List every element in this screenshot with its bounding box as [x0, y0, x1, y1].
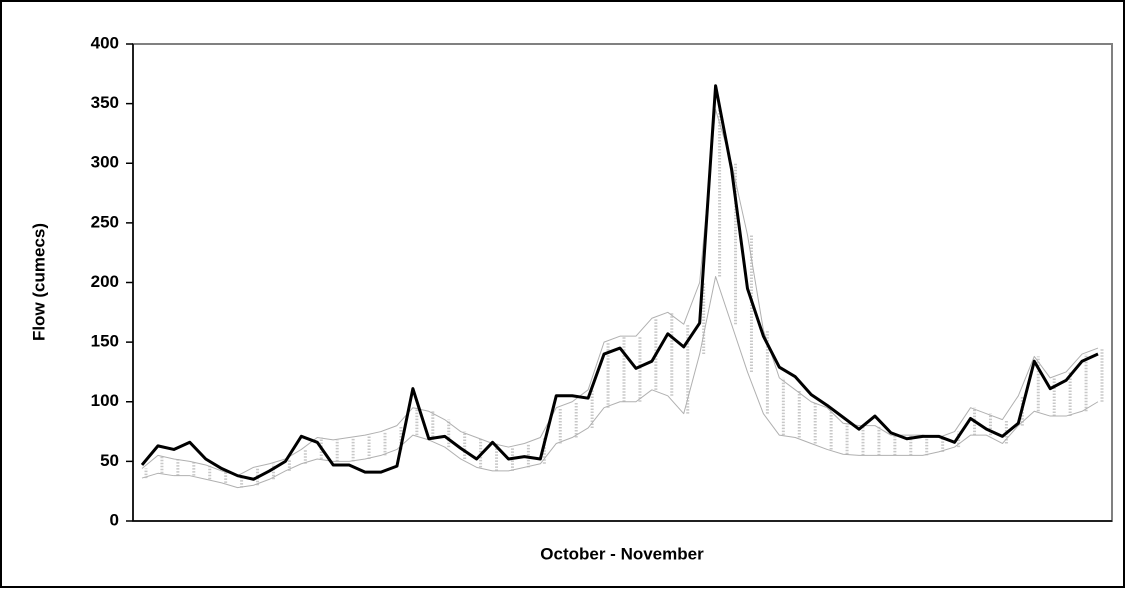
y-tick-label: 150: [91, 332, 119, 351]
y-tick-label: 300: [91, 153, 119, 172]
series-line: [140, 84, 1099, 481]
y-tick-label: 350: [91, 93, 119, 112]
y-axis-label: Flow (cumecs): [29, 223, 48, 341]
y-tick-label: 50: [100, 451, 119, 470]
y-tick-label: 0: [110, 510, 119, 529]
y-tick-label: 400: [91, 33, 119, 52]
y-tick-label: 200: [91, 272, 119, 291]
x-axis-label: October - November: [540, 544, 704, 563]
y-tick-label: 250: [91, 212, 119, 231]
y-tick-label: 100: [91, 391, 119, 410]
series-line: [141, 276, 1099, 489]
